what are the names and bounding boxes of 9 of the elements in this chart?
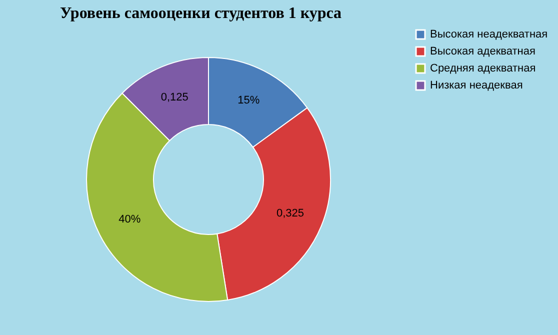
legend-label: Низкая неадеквая <box>430 80 523 92</box>
legend-label: Высокая адекватная <box>430 46 536 58</box>
legend-label: Высокая неадекватная <box>430 28 548 40</box>
chart-title: Уровень самооценки студентов 1 курса <box>60 5 342 22</box>
data-label: 0,125 <box>160 92 188 104</box>
data-label: 0,325 <box>276 207 304 220</box>
legend-label: Средняя адекватная <box>430 62 536 74</box>
data-label: 15% <box>238 94 260 107</box>
data-label: 40% <box>118 214 141 226</box>
